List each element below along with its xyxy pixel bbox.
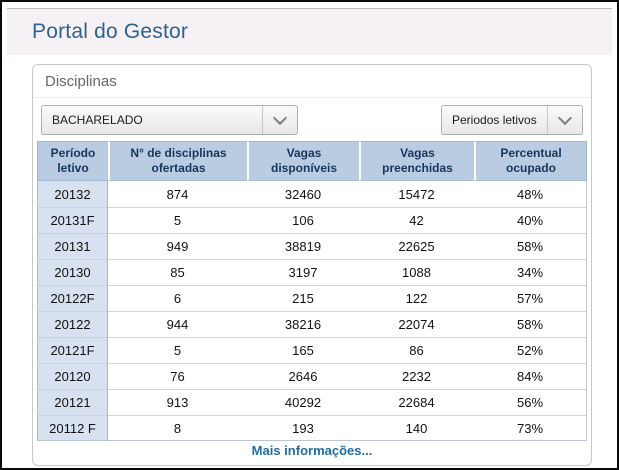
- disciplinas-table: Período letivo N° de disciplinas ofertada…: [37, 141, 587, 441]
- table-row: 20122F 6 215 122 57%: [37, 285, 587, 311]
- chevron-down-icon-shape: [272, 110, 288, 125]
- cell-value: 85: [108, 259, 247, 285]
- table-head: Período letivo N° de disciplinas ofertada…: [37, 141, 587, 181]
- cell-period: 20122: [37, 311, 108, 337]
- table-row: 20130 85 3197 1088 34%: [37, 259, 587, 285]
- cell-value: 38216: [247, 311, 359, 337]
- cell-value: 949: [108, 233, 247, 259]
- cell-value: 22625: [359, 233, 474, 259]
- course-dropdown-value: BACHARELADO: [52, 113, 143, 127]
- cell-value: 22074: [359, 311, 474, 337]
- panel-title: Disciplinas: [45, 73, 117, 90]
- more-info-link[interactable]: Mais informações...: [251, 443, 373, 458]
- cell-value: 5: [108, 207, 247, 233]
- column-header: N° de disciplinas ofertadas: [108, 141, 247, 181]
- page-header: Portal do Gestor: [7, 8, 612, 55]
- cell-period: 20132: [37, 181, 108, 207]
- cell-value: 48%: [474, 181, 587, 207]
- cell-value: 6: [108, 285, 247, 311]
- cell-period: 20131F: [37, 207, 108, 233]
- cell-value: 22684: [359, 389, 474, 415]
- cell-value: 84%: [474, 363, 587, 389]
- chevron-down-icon: [547, 106, 582, 134]
- cell-value: 56%: [474, 389, 587, 415]
- panel-title-row: Disciplinas: [33, 65, 591, 98]
- table-row: 20112 F 8 193 140 73%: [37, 415, 587, 441]
- table-row: 20131 949 38819 22625 58%: [37, 233, 587, 259]
- cell-period: 20122F: [37, 285, 108, 311]
- cell-period: 20120: [37, 363, 108, 389]
- cell-value: 122: [359, 285, 474, 311]
- cell-value: 34%: [474, 259, 587, 285]
- table-row: 20131F 5 106 42 40%: [37, 207, 587, 233]
- cell-value: 15472: [359, 181, 474, 207]
- cell-value: 73%: [474, 415, 587, 441]
- cell-value: 5: [108, 337, 247, 363]
- course-dropdown[interactable]: BACHARELADO: [41, 105, 298, 135]
- table-row: 20121F 5 165 86 52%: [37, 337, 587, 363]
- cell-value: 106: [247, 207, 359, 233]
- column-header: Vagas disponíveis: [247, 141, 359, 181]
- table-row: 20121 913 40292 22684 56%: [37, 389, 587, 415]
- cell-period: 20112 F: [37, 415, 108, 441]
- cell-value: 58%: [474, 311, 587, 337]
- chevron-down-icon: [262, 106, 297, 134]
- cell-value: 58%: [474, 233, 587, 259]
- table-row: 20120 76 2646 2232 84%: [37, 363, 587, 389]
- cell-value: 2232: [359, 363, 474, 389]
- cell-value: 32460: [247, 181, 359, 207]
- cell-value: 76: [108, 363, 247, 389]
- disciplinas-panel: Disciplinas BACHARELADO Periodos letivos…: [32, 64, 592, 466]
- cell-value: 2646: [247, 363, 359, 389]
- cell-value: 165: [247, 337, 359, 363]
- column-header: Percentual ocupado: [474, 141, 587, 181]
- table-row: 20122 944 38216 22074 58%: [37, 311, 587, 337]
- cell-value: 913: [108, 389, 247, 415]
- table-header-row: Período letivo N° de disciplinas ofertada…: [37, 141, 587, 181]
- cell-period: 20131: [37, 233, 108, 259]
- cell-value: 38819: [247, 233, 359, 259]
- cell-value: 874: [108, 181, 247, 207]
- column-header: Vagas preenchidas: [359, 141, 474, 181]
- cell-value: 40292: [247, 389, 359, 415]
- page-title: Portal do Gestor: [32, 20, 189, 43]
- cell-value: 944: [108, 311, 247, 337]
- cell-value: 215: [247, 285, 359, 311]
- cell-value: 42: [359, 207, 474, 233]
- panel-footer: Mais informações...: [33, 441, 591, 458]
- period-dropdown[interactable]: Periodos letivos: [441, 105, 583, 135]
- period-dropdown-value: Periodos letivos: [452, 113, 537, 127]
- cell-value: 193: [247, 415, 359, 441]
- cell-value: 140: [359, 415, 474, 441]
- cell-value: 57%: [474, 285, 587, 311]
- cell-value: 8: [108, 415, 247, 441]
- table-row: 20132 874 32460 15472 48%: [37, 181, 587, 207]
- cell-period: 20121: [37, 389, 108, 415]
- chevron-down-icon-shape: [557, 110, 573, 125]
- cell-value: 52%: [474, 337, 587, 363]
- cell-period: 20130: [37, 259, 108, 285]
- cell-value: 40%: [474, 207, 587, 233]
- cell-value: 86: [359, 337, 474, 363]
- column-header: Período letivo: [37, 141, 108, 181]
- table-body: 20132 874 32460 15472 48% 20131F 5 106 42 40% 2013…: [37, 181, 587, 441]
- controls-row: BACHARELADO Periodos letivos: [41, 105, 583, 135]
- cell-period: 20121F: [37, 337, 108, 363]
- cell-value: 1088: [359, 259, 474, 285]
- cell-value: 3197: [247, 259, 359, 285]
